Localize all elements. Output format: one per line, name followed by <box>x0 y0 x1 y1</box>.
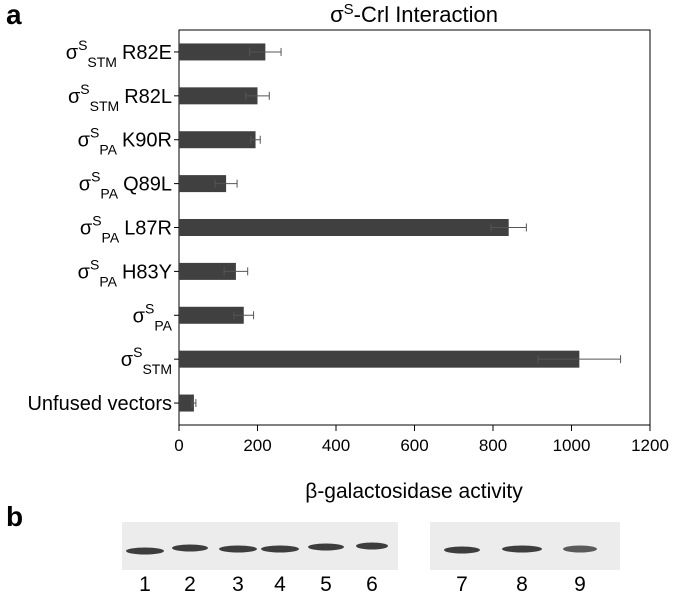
label-part: σ <box>133 305 146 327</box>
label-sub: PA <box>99 273 117 289</box>
lane-number: 6 <box>366 573 378 596</box>
label-part: σ <box>68 86 81 108</box>
label-part: Q89L <box>123 174 172 196</box>
error-bar <box>245 91 270 100</box>
label-part: σ <box>66 42 79 64</box>
label-sup: S <box>91 169 100 185</box>
label-sub: PA <box>102 230 120 246</box>
bar <box>179 262 236 280</box>
label-sup: S <box>78 37 87 53</box>
y-tick-label: σSPA H83Y <box>78 256 172 289</box>
bar <box>179 394 194 412</box>
error-bar <box>223 267 249 276</box>
error-bar <box>250 135 261 144</box>
blot-band <box>261 545 299 553</box>
y-tick-label: σSPA <box>133 300 173 333</box>
label-sub: STM <box>87 54 117 70</box>
label-sup: S <box>90 125 99 141</box>
blot-band <box>356 542 388 550</box>
x-axis-label: β-galactosidase activity <box>305 480 523 503</box>
label-part: σ <box>78 261 91 283</box>
blot-band <box>502 545 542 553</box>
bar <box>179 350 580 368</box>
label-part: H83Y <box>122 261 172 283</box>
bar <box>179 175 227 193</box>
blot-band <box>444 546 480 554</box>
error-bar <box>490 223 527 232</box>
label-sup: S <box>92 213 101 229</box>
label-part: Unfused vectors <box>27 393 172 415</box>
lane-number: 4 <box>274 573 286 596</box>
y-tick-label: σSSTM <box>121 344 172 377</box>
lane-number: 2 <box>184 573 196 596</box>
error-bar <box>191 399 197 408</box>
label-sup: S <box>133 344 142 360</box>
label-part: L87R <box>124 218 172 240</box>
title-sup: S <box>344 1 354 18</box>
label-part: R82L <box>124 86 172 108</box>
label-part: R82E <box>122 42 172 64</box>
label-part: σ <box>121 349 134 371</box>
label-sub: PA <box>154 317 172 333</box>
error-bar <box>537 355 622 364</box>
blot-band <box>172 544 208 552</box>
error-bar <box>233 311 255 320</box>
blot-band <box>563 545 597 553</box>
error-bar <box>214 179 238 188</box>
blot-band <box>308 543 344 551</box>
error-bar <box>249 47 282 56</box>
bar <box>179 131 256 149</box>
blot-membrane <box>122 522 398 570</box>
bar <box>179 219 509 236</box>
y-tick-label: Unfused vectors <box>27 393 172 415</box>
label-part: K90R <box>122 130 172 152</box>
y-tick-label: σSSTM R82E <box>66 37 172 70</box>
label-part: σ <box>78 130 91 152</box>
y-tick-label: σSSTM R82L <box>68 81 172 114</box>
y-tick-label: σSPA K90R <box>78 125 172 158</box>
label-sup: S <box>80 81 89 97</box>
label-sub: PA <box>100 186 118 202</box>
label-sup: S <box>90 256 99 272</box>
x-tick-label: 1000 <box>553 436 591 455</box>
lane-number: 7 <box>456 573 468 596</box>
x-tick-label: 800 <box>479 436 507 455</box>
bar <box>179 43 266 61</box>
x-tick-label: 400 <box>322 436 350 455</box>
y-tick-label: σSPA L87R <box>80 213 172 246</box>
x-tick-label: 600 <box>400 436 428 455</box>
label-part: σ <box>80 218 93 240</box>
y-tick-label: σSPA Q89L <box>79 169 172 202</box>
lane-number: 3 <box>232 573 244 596</box>
chart-title: σS-Crl Interaction <box>330 1 498 27</box>
blot <box>122 522 620 570</box>
panel-label: a <box>6 0 22 30</box>
lane-number: 5 <box>320 573 332 596</box>
blot-band <box>219 545 257 553</box>
label-sub: PA <box>99 142 117 158</box>
x-tick-label: 200 <box>243 436 271 455</box>
blot-band <box>126 547 164 555</box>
title-part: -Crl Interaction <box>354 2 498 27</box>
bar <box>179 306 244 324</box>
panel-label: b <box>6 501 23 532</box>
lane-number: 1 <box>139 573 151 596</box>
x-tick-label: 0 <box>174 436 183 455</box>
lane-number: 8 <box>516 573 528 596</box>
bar <box>179 87 258 105</box>
label-sub: STM <box>90 98 120 114</box>
label-sup: S <box>145 300 154 316</box>
lane-number: 9 <box>574 573 586 596</box>
x-tick-label: 1200 <box>631 436 669 455</box>
title-part: σ <box>330 2 344 27</box>
label-part: σ <box>79 174 92 196</box>
label-sub: STM <box>142 361 172 377</box>
